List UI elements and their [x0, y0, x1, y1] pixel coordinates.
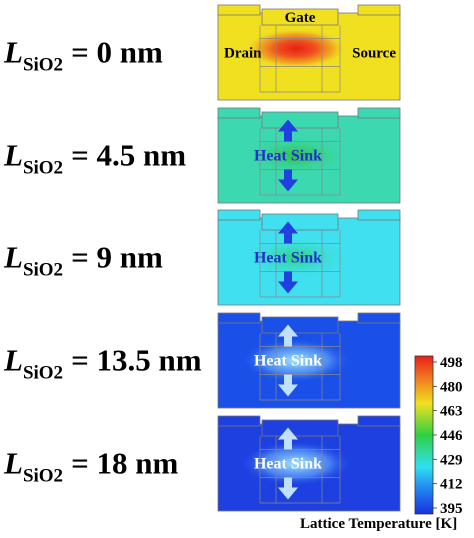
subscript: SiO2: [23, 466, 63, 487]
subscript: SiO2: [23, 363, 63, 384]
subscript: SiO2: [23, 55, 63, 76]
colorbar-tick-label: 412: [440, 477, 463, 493]
source-contact: [357, 415, 401, 427]
drain-contact: [217, 107, 261, 119]
colorbar-tick-label: 395: [440, 501, 463, 517]
gate: [261, 8, 339, 26]
drain-label: Drain: [224, 46, 262, 62]
colorbar: [414, 355, 434, 515]
drain-contact: [217, 312, 261, 324]
heat-sink-label: Heat Sink: [254, 250, 322, 267]
colorbar-tick-label: 480: [440, 379, 463, 395]
source-contact: [357, 107, 401, 119]
thickness: = 18 nm: [71, 446, 178, 481]
heat-sink-label: Heat Sink: [254, 353, 322, 370]
row-label: LSiO2 = 4.5 nm: [3, 138, 186, 179]
arrow-up: [278, 324, 298, 347]
arrow-down: [278, 374, 298, 397]
drain-contact: [217, 415, 261, 427]
hotspot: [241, 441, 351, 486]
row-label: LSiO2 = 9 nm: [3, 240, 163, 281]
row-label: LSiO2 = 18 nm: [3, 446, 178, 487]
device-panel: Gate Drain Source: [217, 4, 401, 101]
gate: [261, 111, 339, 129]
symbol: L: [3, 138, 23, 173]
source-label: Source: [352, 46, 396, 62]
device-panel: Heat Sink: [217, 107, 401, 204]
colorbar-title: Lattice Temperature [K]: [300, 516, 457, 532]
thickness: = 13.5 nm: [71, 343, 202, 378]
heat-sink-label: Heat Sink: [254, 456, 322, 473]
thickness: = 9 nm: [71, 240, 163, 275]
hotspot: [241, 338, 351, 383]
arrow-down: [278, 169, 298, 192]
drain-contact: [217, 4, 261, 16]
row-label: LSiO2 = 0 nm: [3, 35, 163, 76]
subscript: SiO2: [23, 260, 63, 281]
heat-sink-label: Heat Sink: [254, 148, 322, 165]
colorbar-tick-label: 498: [440, 355, 463, 371]
symbol: L: [3, 343, 23, 378]
colorbar-tick-label: 446: [440, 428, 463, 444]
drain-contact: [217, 209, 261, 221]
symbol: L: [3, 446, 23, 481]
colorbar-tick-label: 463: [440, 404, 463, 420]
thickness: = 0 nm: [71, 35, 163, 70]
hotspot: [241, 235, 351, 280]
gate: [261, 419, 339, 437]
gate: [261, 316, 339, 334]
source-contact: [357, 312, 401, 324]
arrow-down: [278, 271, 298, 294]
device-panel: Heat Sink: [217, 209, 401, 306]
source-contact: [357, 4, 401, 16]
symbol: L: [3, 240, 23, 275]
symbol: L: [3, 35, 23, 70]
colorbar-tick-label: 429: [440, 452, 463, 468]
subscript: SiO2: [23, 158, 63, 179]
gate-label: Gate: [285, 10, 316, 26]
gate: [261, 213, 339, 231]
arrow-up: [278, 221, 298, 244]
device-panel: Heat Sink: [217, 415, 401, 512]
row-label: LSiO2 = 13.5 nm: [3, 343, 202, 384]
device-panel: Heat Sink: [217, 312, 401, 409]
thickness: = 4.5 nm: [71, 138, 186, 173]
arrow-up: [278, 427, 298, 450]
arrow-up: [278, 119, 298, 142]
source-contact: [357, 209, 401, 221]
hotspot: [241, 133, 351, 178]
arrow-down: [278, 477, 298, 500]
